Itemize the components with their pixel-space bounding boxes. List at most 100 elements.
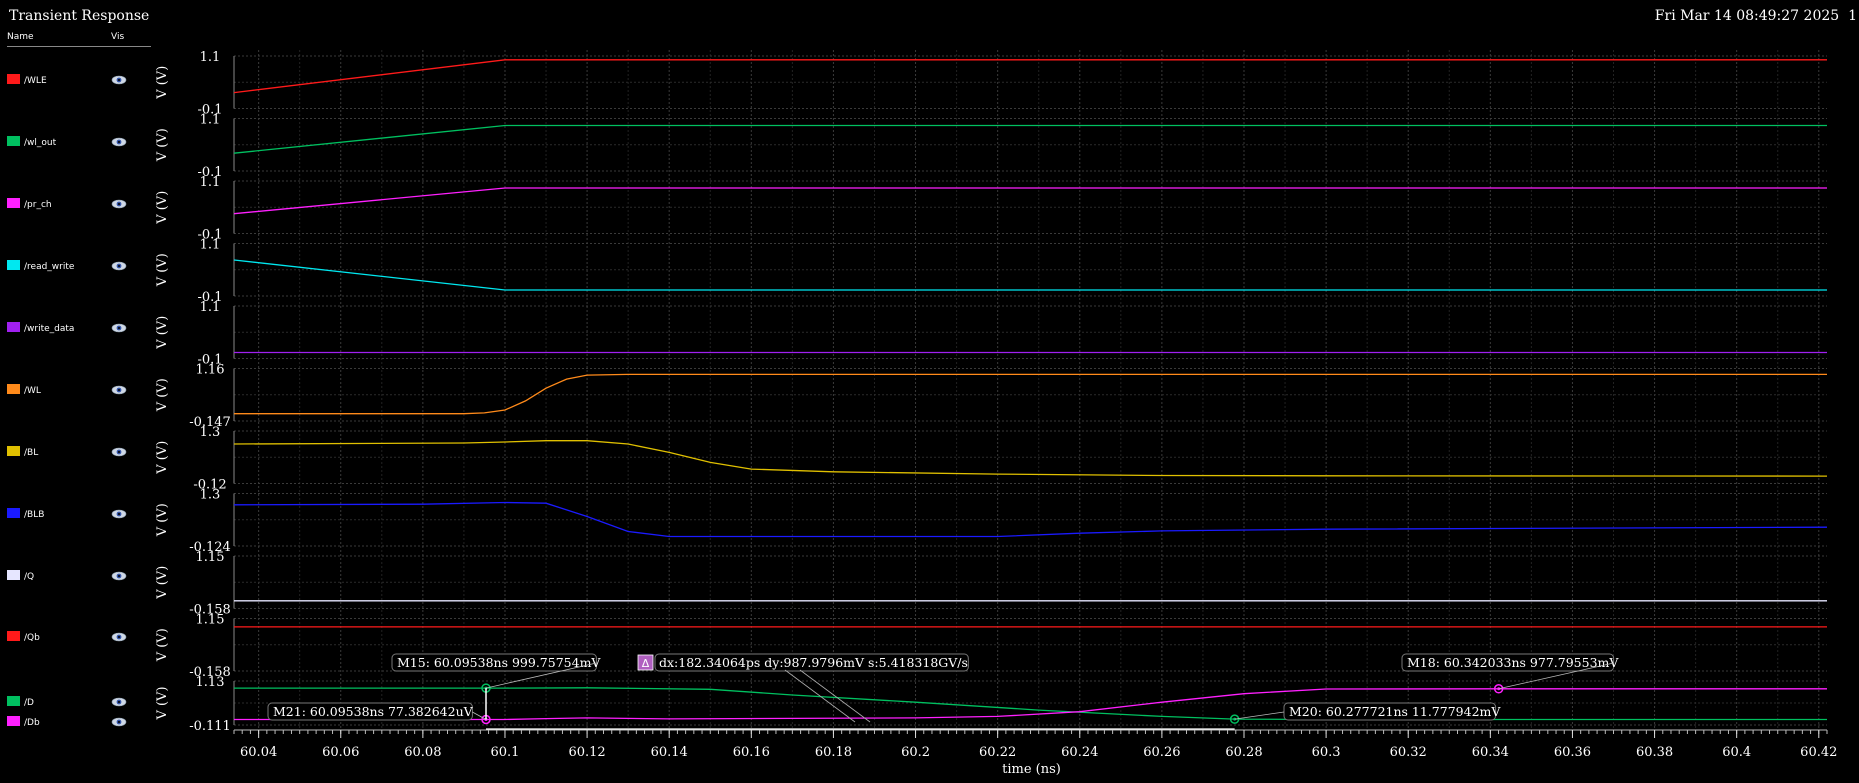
visibility-eye-icon[interactable] bbox=[111, 384, 127, 396]
visibility-eye-icon[interactable] bbox=[111, 570, 127, 582]
x-tick-label: 60.16 bbox=[733, 745, 770, 760]
x-tick-label: 60.28 bbox=[1225, 745, 1262, 760]
legend-item[interactable]: /Db bbox=[7, 716, 157, 730]
marker-label: M18: 60.342033ns 977.79553mV bbox=[1407, 655, 1619, 670]
x-tick-label: 60.2 bbox=[901, 745, 930, 760]
y-tick-label: 1.1 bbox=[200, 175, 221, 190]
visibility-eye-icon[interactable] bbox=[111, 446, 127, 458]
legend-label: /BLB bbox=[24, 510, 45, 520]
legend-item[interactable]: /D bbox=[7, 696, 157, 710]
visibility-eye-icon[interactable] bbox=[111, 260, 127, 272]
window-title: Transient Response bbox=[9, 8, 150, 24]
visibility-eye-icon[interactable] bbox=[111, 136, 127, 148]
legend-item[interactable]: /BLB bbox=[7, 508, 157, 522]
y-axis-label: V (V) bbox=[155, 686, 170, 720]
x-tick-label: 60.36 bbox=[1554, 745, 1591, 760]
strip-d: 1.13 -0.111 V (V) bbox=[155, 675, 1827, 734]
y-axis-label: V (V) bbox=[155, 378, 170, 412]
strip-blb: 1.3 -0.124 V (V) bbox=[155, 488, 1827, 555]
legend-label: /Q bbox=[24, 572, 35, 582]
visibility-eye-icon[interactable] bbox=[111, 322, 127, 334]
y-tick-label: 1.1 bbox=[200, 113, 221, 128]
y-tick-label: -0.1 bbox=[197, 228, 222, 243]
x-tick-label: 60.08 bbox=[404, 745, 441, 760]
y-tick-label: -0.1 bbox=[197, 165, 222, 180]
x-tick-label: 60.38 bbox=[1636, 745, 1673, 760]
strip-q: 1.15 -0.158 V (V) bbox=[155, 550, 1827, 618]
datetime-text: Fri Mar 14 08:49:27 2025 bbox=[1654, 8, 1840, 24]
strip-write_data: 1.1 -0.1 V (V) bbox=[155, 300, 1827, 368]
y-axis-label: V (V) bbox=[155, 253, 170, 287]
y-axis-label: V (V) bbox=[155, 628, 170, 662]
visibility-eye-icon[interactable] bbox=[111, 696, 127, 708]
marker-point bbox=[1493, 684, 1504, 694]
y-tick-label: -0.158 bbox=[189, 603, 231, 618]
y-axis-label: V (V) bbox=[155, 128, 170, 162]
x-tick-label: 60.3 bbox=[1312, 745, 1341, 760]
legend-swatch bbox=[7, 570, 20, 580]
legend-item[interactable]: /wl_out bbox=[7, 136, 157, 150]
x-tick-label: 60.04 bbox=[240, 745, 277, 760]
y-axis-label: V (V) bbox=[155, 316, 170, 350]
legend-label: /WLE bbox=[24, 76, 47, 86]
series-line-wl_out bbox=[233, 124, 1827, 154]
x-tick-label: 60.42 bbox=[1800, 745, 1837, 760]
visibility-eye-icon[interactable] bbox=[111, 74, 127, 86]
marker-label-box bbox=[1283, 702, 1497, 721]
series-line-blb bbox=[233, 501, 1828, 538]
strip-wl_out: 1.1 -0.1 V (V) bbox=[155, 113, 1827, 180]
y-tick-label: -0.147 bbox=[189, 415, 231, 430]
legend-label: /read_write bbox=[24, 262, 75, 272]
y-tick-label: 1.1 bbox=[200, 300, 221, 315]
legend-swatch bbox=[7, 696, 20, 706]
strip-pr_ch: 1.1 -0.1 V (V) bbox=[155, 175, 1827, 243]
x-tick-label: 60.26 bbox=[1143, 745, 1180, 760]
legend-item[interactable]: /WL bbox=[7, 384, 157, 398]
legend-item[interactable]: /Q bbox=[7, 570, 157, 584]
y-tick-label: 1.1 bbox=[200, 50, 221, 65]
marker-label-box bbox=[267, 702, 473, 721]
visibility-eye-icon[interactable] bbox=[111, 716, 127, 728]
marker-label-box bbox=[391, 653, 597, 672]
x-tick-label: 60.32 bbox=[1390, 745, 1427, 760]
legend-item[interactable]: /BL bbox=[7, 446, 157, 460]
y-tick-label: 1.15 bbox=[196, 550, 225, 565]
marker-m18: M18: 60.342033ns 977.79553mV bbox=[1401, 653, 1619, 694]
strip-wl: 1.16 -0.147 V (V) bbox=[155, 363, 1827, 430]
legend-item[interactable]: /write_data bbox=[7, 322, 157, 336]
series-line-wl bbox=[234, 373, 1827, 415]
y-tick-label: -0.124 bbox=[189, 540, 231, 555]
legend-item[interactable]: /WLE bbox=[7, 74, 157, 88]
visibility-eye-icon[interactable] bbox=[111, 631, 127, 643]
legend-item[interactable]: /pr_ch bbox=[7, 198, 157, 212]
marker-m15: M15: 60.09538ns 999.75754mV bbox=[391, 653, 601, 693]
y-tick-label: -0.12 bbox=[193, 478, 226, 493]
visibility-eye-icon[interactable] bbox=[111, 508, 127, 520]
visibility-eye-icon[interactable] bbox=[111, 198, 127, 210]
legend-label: /write_data bbox=[24, 324, 75, 334]
y-axis-label: V (V) bbox=[155, 191, 170, 225]
y-tick-label: 1.16 bbox=[196, 363, 225, 378]
y-axis-label: V (V) bbox=[155, 566, 170, 600]
marker-leader bbox=[1498, 662, 1614, 690]
series-line-db bbox=[234, 688, 1827, 721]
y-tick-label: 1.1 bbox=[200, 238, 221, 253]
series-line-wle bbox=[233, 59, 1827, 94]
markers: M15: 60.09538ns 999.75754mV M21: 60.09538… bbox=[267, 653, 1619, 730]
y-tick-label: -0.111 bbox=[189, 719, 231, 734]
y-tick-label: 1.3 bbox=[200, 488, 221, 503]
series-line-read_write bbox=[233, 259, 1827, 291]
legend-label: /pr_ch bbox=[24, 200, 52, 210]
x-tick-label: 60.18 bbox=[815, 745, 852, 760]
series-line-bl bbox=[233, 440, 1828, 477]
marker-leader bbox=[485, 662, 597, 689]
y-tick-label: 1.3 bbox=[200, 425, 221, 440]
timestamp: Fri Mar 14 08:49:27 2025 1 bbox=[1655, 8, 1857, 24]
x-tick-label: 60.06 bbox=[322, 745, 359, 760]
y-tick-label: -0.1 bbox=[197, 103, 222, 118]
legend-item[interactable]: /read_write bbox=[7, 260, 157, 274]
legend-item[interactable]: /Qb bbox=[7, 631, 157, 645]
marker-leader bbox=[472, 711, 487, 720]
